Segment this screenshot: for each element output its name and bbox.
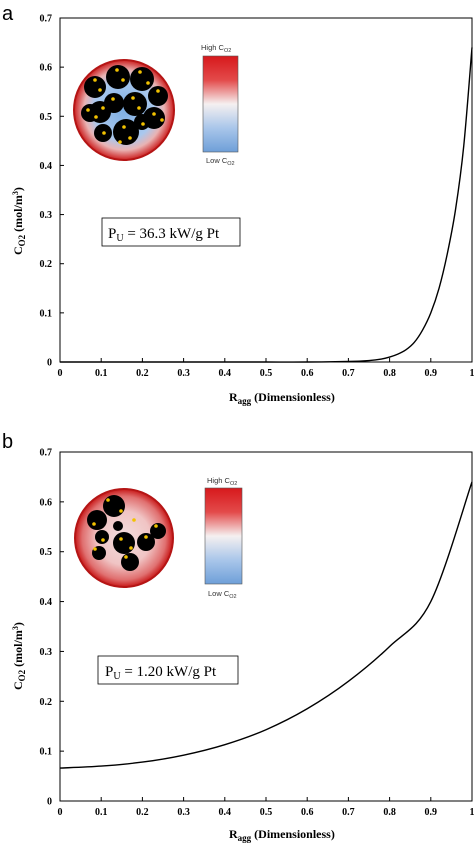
x-tick-label: 0.5 — [260, 807, 273, 818]
y-tick-labels: 0 0.1 0.2 0.3 0.4 0.5 0.6 0.7 — [40, 14, 53, 369]
y-tick-label: 0.3 — [40, 647, 53, 658]
y-tick-label: 0.4 — [40, 161, 53, 172]
y-tick-label: 0.5 — [40, 547, 53, 558]
x-tick-labels: 0 0.1 0.2 0.3 0.4 0.5 0.6 0.7 0.8 0.9 1 — [58, 807, 474, 818]
y-tick-label: 0 — [47, 358, 52, 369]
x-tick-label: 0.6 — [301, 807, 314, 818]
x-tick-label: 0.4 — [219, 368, 232, 379]
x-tick-label: 0.7 — [342, 368, 355, 379]
y-axis-title: CO2 (mol/m3) — [11, 622, 27, 690]
x-tick-label: 0 — [58, 807, 63, 818]
y-tick-label: 0 — [47, 797, 52, 808]
x-tick-label: 0.9 — [425, 807, 438, 818]
x-tick-label: 0.2 — [136, 368, 149, 379]
annotation-text: PU = 1.20 kW/g Pt — [105, 664, 217, 682]
x-tick-labels: 0 0.1 0.2 0.3 0.4 0.5 0.6 0.7 0.8 0.9 1 — [58, 368, 474, 379]
y-tick-label: 0.4 — [40, 597, 53, 608]
x-tick-label: 0 — [58, 368, 63, 379]
series-line — [59, 481, 473, 769]
x-tick-label: 0.3 — [177, 807, 190, 818]
annotation-text: PU = 36.3 kW/g Pt — [108, 226, 220, 244]
y-tick-label: 0.1 — [40, 308, 53, 319]
y-tick-label: 0.2 — [40, 259, 53, 270]
x-tick-label: 0.6 — [301, 368, 314, 379]
y-tick-label: 0.2 — [40, 697, 53, 708]
colorbar-low-label: Low CO2 — [208, 589, 237, 600]
x-tick-label: 0.7 — [342, 807, 355, 818]
colorbar-high-label: High CO2 — [207, 476, 237, 487]
x-axis-title: Ragg (Dimensionless) — [229, 827, 335, 843]
agglomerate-illustration — [74, 488, 174, 588]
x-tick-label: 1 — [470, 807, 474, 818]
x-tick-label: 0.4 — [219, 807, 232, 818]
annotation-box: PU = 36.3 kW/g Pt — [101, 217, 241, 247]
x-tick-label: 0.8 — [383, 368, 396, 379]
y-tick-label: 0.7 — [40, 14, 53, 25]
colorbar-high-label: High CO2 — [201, 43, 231, 54]
y-tick-labels: 0 0.1 0.2 0.3 0.4 0.5 0.6 0.7 — [40, 448, 53, 808]
y-axis-title: CO2 (mol/m3) — [11, 187, 27, 255]
axis-ticks — [59, 451, 473, 802]
series-line — [59, 47, 473, 363]
panel-b: b 0 0.1 0.2 0.3 0.4 0.5 0.6 0.7 0.8 0.9 1 00.10.20… — [2, 431, 474, 843]
y-tick-label: 0.5 — [40, 112, 53, 123]
colorbar: High CO2 Low CO2 — [204, 476, 243, 600]
panel-label: a — [2, 3, 14, 25]
panel-label: b — [2, 431, 13, 453]
x-tick-label: 0.2 — [136, 807, 149, 818]
colorbar: High CO2 Low CO2 — [201, 43, 239, 167]
x-tick-label: 1 — [470, 368, 474, 379]
y-tick-label: 0.1 — [40, 747, 53, 758]
x-tick-label: 0.1 — [95, 368, 108, 379]
colorbar-low-label: Low CO2 — [206, 156, 235, 167]
annotation-box: PU = 1.20 kW/g Pt — [97, 655, 239, 685]
x-tick-label: 0.3 — [177, 368, 190, 379]
y-tick-label: 0.7 — [40, 448, 53, 459]
y-tick-label: 0.6 — [40, 63, 53, 74]
y-tick-label: 0.3 — [40, 210, 53, 221]
agglomerate-illustration — [73, 59, 175, 161]
panel-a: a 0 0.1 0.2 0.3 0.4 0.5 0.6 0.7 0.8 0.9 1 00.10.20… — [2, 3, 474, 406]
x-tick-label: 0.1 — [95, 807, 108, 818]
x-tick-label: 0.9 — [425, 368, 438, 379]
y-tick-label: 0.6 — [40, 497, 53, 508]
x-axis-title: Ragg (Dimensionless) — [229, 390, 335, 406]
x-tick-label: 0.8 — [383, 807, 396, 818]
x-tick-label: 0.5 — [260, 368, 273, 379]
